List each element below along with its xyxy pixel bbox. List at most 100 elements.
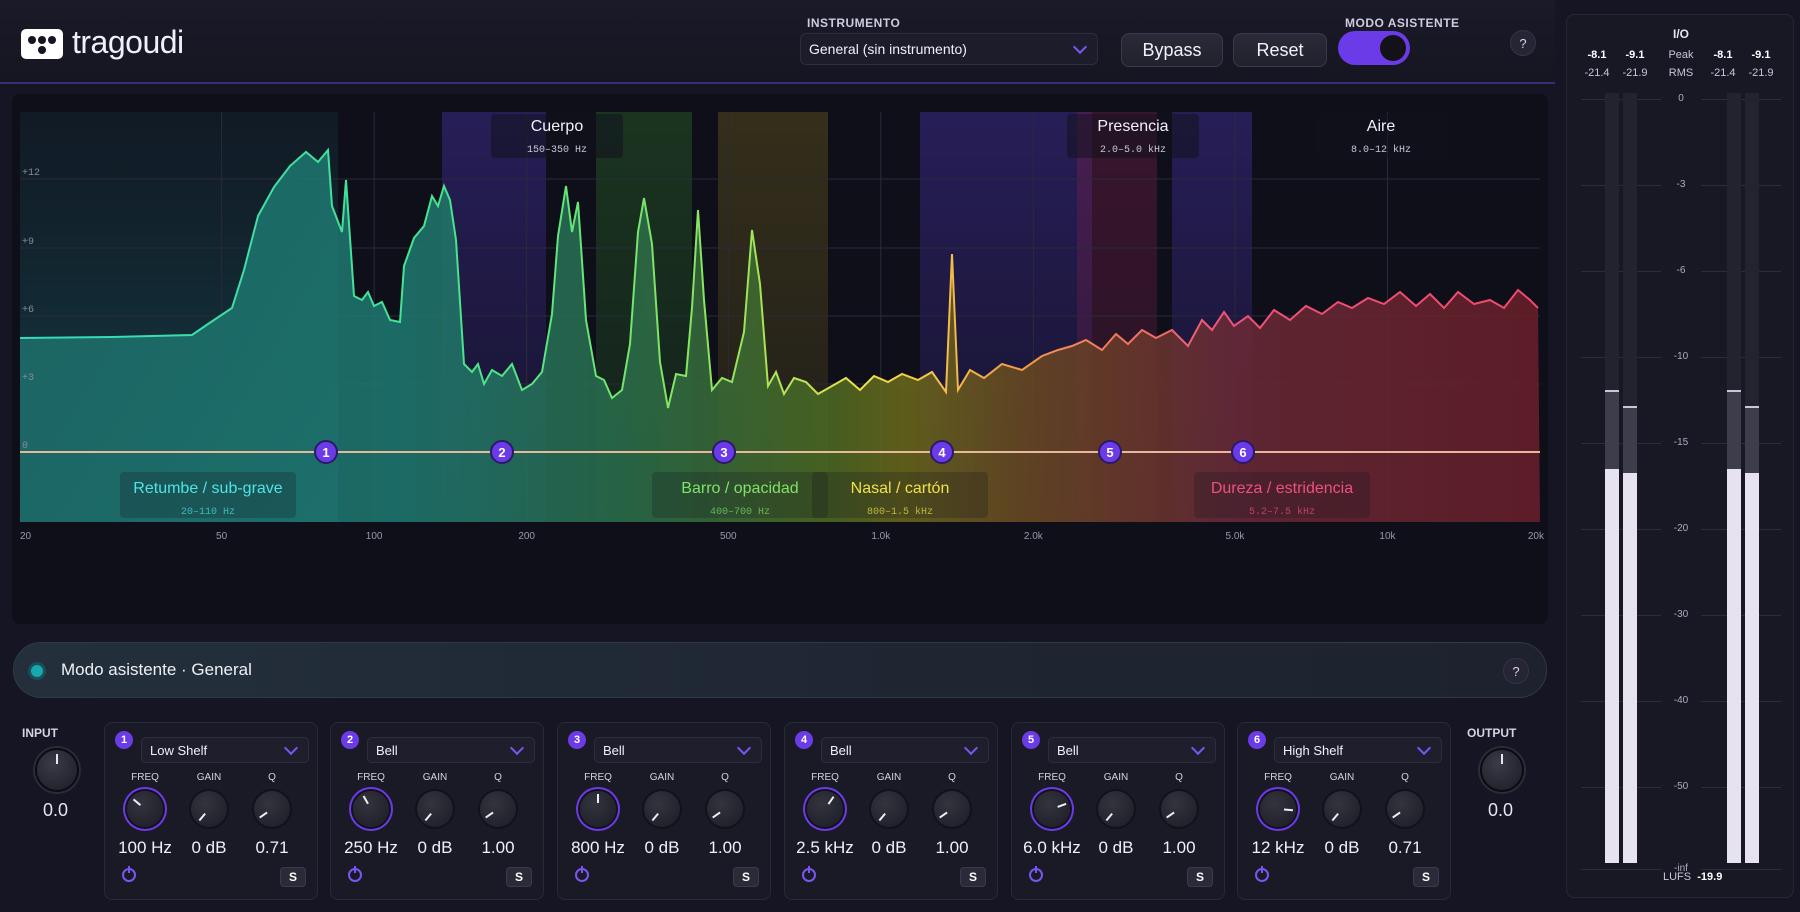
eq-band-4: 4 Bell FREQ GAIN Q 2.5 kHz 0 dB 1.00 S	[784, 722, 998, 900]
in-rms-r: -21.9	[1622, 67, 1648, 79]
gain-knob[interactable]	[871, 791, 907, 827]
q-label: Q	[1401, 772, 1409, 783]
power-icon[interactable]	[348, 866, 362, 882]
eq-node-circle[interactable]	[930, 440, 954, 464]
x-tick-label: 20	[20, 531, 32, 542]
solo-button[interactable]: S	[960, 867, 986, 887]
eq-node-1[interactable]: 1	[314, 440, 338, 464]
reset-button[interactable]: Reset	[1233, 33, 1327, 67]
freq-knob[interactable]	[1034, 791, 1070, 827]
freq-knob[interactable]	[1260, 791, 1296, 827]
eq-node-2[interactable]: 2	[490, 440, 514, 464]
eq-node-circle[interactable]	[712, 440, 736, 464]
spectrum-analyzer[interactable]: +12 +9 +6 +3 0 20 50 100 200 500 1.0k 2.0k 5.0k 10k 2…	[12, 94, 1548, 624]
freq-knob[interactable]	[353, 791, 389, 827]
gain-knob[interactable]	[644, 791, 680, 827]
status-indicator	[28, 662, 46, 680]
knob-pointer	[651, 812, 659, 822]
bypass-button[interactable]: Bypass	[1121, 33, 1223, 67]
q-knob[interactable]	[1387, 791, 1423, 827]
gain-knob[interactable]	[1098, 791, 1134, 827]
eq-band-6: 6 High Shelf FREQ GAIN Q 12 kHz 0 dB 0.7…	[1237, 722, 1451, 900]
band-type-select[interactable]: Bell	[821, 737, 989, 763]
gain-knob[interactable]	[191, 791, 227, 827]
q-knob[interactable]	[1161, 791, 1197, 827]
eq-node-label: 5	[1106, 445, 1113, 460]
help-button[interactable]: ?	[1510, 30, 1536, 56]
knob-pointer	[712, 811, 721, 819]
gain-knob[interactable]	[1324, 791, 1360, 827]
power-icon[interactable]	[1255, 866, 1269, 882]
band-type-select[interactable]: Bell	[1048, 737, 1216, 763]
band-type-value: Bell	[603, 742, 625, 758]
q-label: Q	[948, 772, 956, 783]
eq-node-circle[interactable]	[1098, 440, 1122, 464]
q-value: 0.71	[1388, 838, 1422, 857]
zone-label-bg	[120, 472, 296, 518]
gain-knob[interactable]	[417, 791, 453, 827]
knob-pointer	[939, 811, 948, 819]
eq-node-circle[interactable]	[490, 440, 514, 464]
eq-node-3[interactable]: 3	[712, 440, 736, 464]
assistant-mode-toggle[interactable]	[1338, 31, 1410, 65]
x-tick-label: 200	[518, 531, 535, 542]
eq-node-label: 6	[1239, 445, 1246, 460]
x-tick-label: 2.0k	[1024, 531, 1044, 542]
meter-rms-fill	[1605, 469, 1619, 863]
band-type-select[interactable]: Low Shelf	[141, 737, 309, 763]
out-peak-l: -8.1	[1713, 49, 1733, 61]
zone-name: Dureza / estridencia	[1211, 480, 1353, 497]
in-peak-r: -9.1	[1625, 49, 1645, 61]
band-type-select[interactable]: Bell	[594, 737, 762, 763]
eq-node-6[interactable]: 6	[1231, 440, 1255, 464]
in-peak-l: -8.1	[1587, 49, 1607, 61]
q-knob[interactable]	[707, 791, 743, 827]
freq-knob[interactable]	[580, 791, 616, 827]
zone-name: Cuerpo	[531, 118, 584, 135]
zone-label-top: Cuerpo 150–350 Hz	[491, 114, 623, 158]
meter-scale-label: -3	[1661, 179, 1701, 190]
solo-button[interactable]: S	[733, 867, 759, 887]
y-tick-label: +9	[22, 237, 34, 248]
instrument-select[interactable]: General (sin instrumento)	[800, 33, 1098, 65]
freq-label: FREQ	[584, 772, 612, 783]
power-icon[interactable]	[1029, 866, 1043, 882]
gain-value: 0 dB	[644, 838, 680, 857]
power-icon[interactable]	[802, 866, 816, 882]
band-type-value: Bell	[376, 742, 398, 758]
band-type-value: Low Shelf	[150, 742, 208, 758]
solo-button[interactable]: S	[1187, 867, 1213, 887]
q-knob[interactable]	[254, 791, 290, 827]
eq-node-circle[interactable]	[1231, 440, 1255, 464]
freq-value: 100 Hz	[118, 838, 172, 857]
eq-node-5[interactable]: 5	[1098, 440, 1122, 464]
band-type-select[interactable]: Bell	[367, 737, 535, 763]
band-type-value: High Shelf	[1283, 742, 1343, 758]
band-type-select[interactable]: High Shelf	[1274, 737, 1442, 763]
eq-node-4[interactable]: 4	[930, 440, 954, 464]
power-icon[interactable]	[575, 866, 589, 882]
assistant-help-button[interactable]: ?	[1503, 658, 1529, 684]
x-tick-label: 50	[216, 531, 228, 542]
eq-node-circle[interactable]	[314, 440, 338, 464]
q-value: 1.00	[1162, 838, 1196, 857]
lufs-readout: LUFS -19.9	[1663, 871, 1773, 883]
instrument-label: INSTRUMENTO	[807, 16, 901, 30]
solo-button[interactable]: S	[280, 867, 306, 887]
solo-button[interactable]: S	[506, 867, 532, 887]
instrument-value: General (sin instrumento)	[809, 41, 967, 57]
freq-knob[interactable]	[127, 791, 163, 827]
q-knob[interactable]	[934, 791, 970, 827]
meter-peak-hold	[1745, 406, 1759, 408]
output-knob[interactable]	[1480, 748, 1524, 792]
power-icon[interactable]	[122, 866, 136, 882]
freq-knob[interactable]	[807, 791, 843, 827]
zone-label-bg	[652, 472, 828, 518]
q-knob[interactable]	[480, 791, 516, 827]
freq-label: FREQ	[1038, 772, 1066, 783]
input-knob[interactable]	[35, 748, 79, 792]
band-number: 6	[1248, 731, 1266, 749]
eq-node-label: 1	[322, 445, 329, 460]
solo-button[interactable]: S	[1413, 867, 1439, 887]
freq-label: FREQ	[357, 772, 385, 783]
